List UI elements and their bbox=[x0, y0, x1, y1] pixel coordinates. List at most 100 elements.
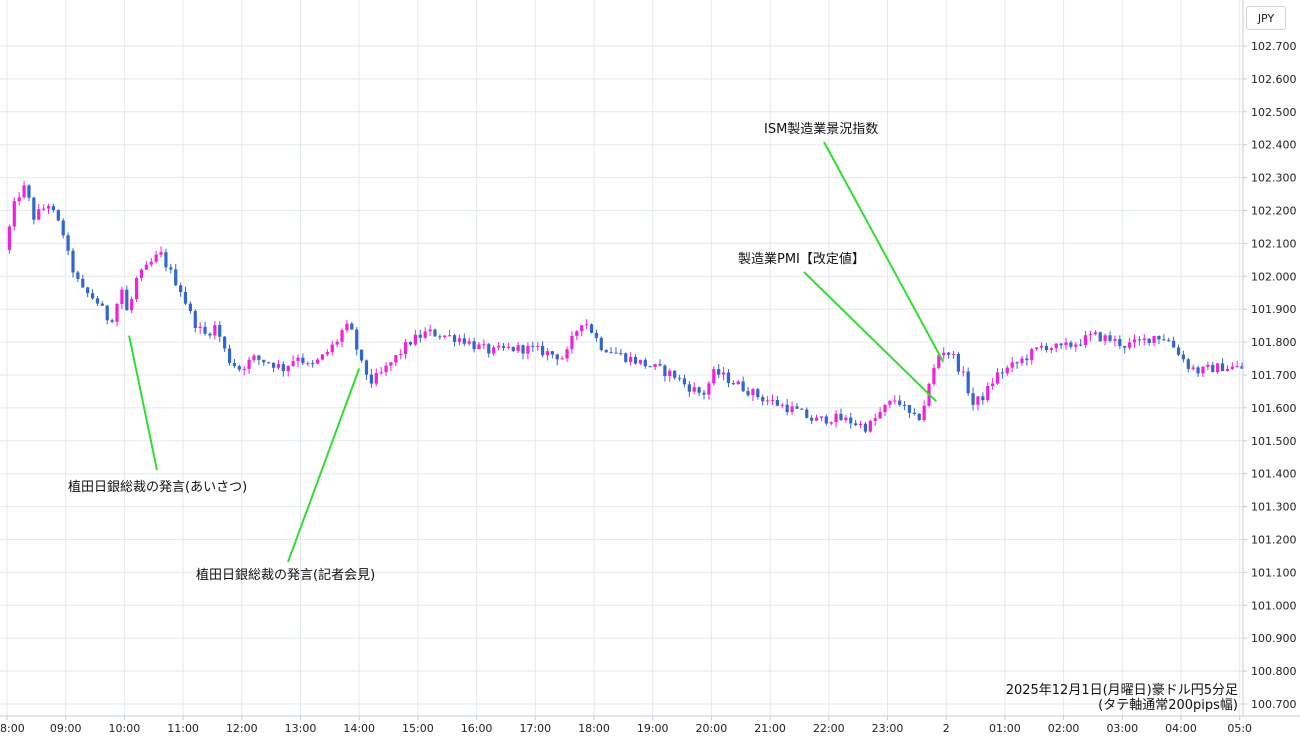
candle-down bbox=[95, 298, 100, 304]
candle-down bbox=[1157, 336, 1161, 340]
candle-up bbox=[423, 331, 427, 338]
y-tick-label: 101.900 bbox=[1251, 303, 1297, 316]
price-axis[interactable]: 100.700 100.800 100.900 101.000 101.100 101.2… bbox=[1243, 40, 1297, 711]
candle-up bbox=[1127, 342, 1132, 348]
candle-down bbox=[898, 400, 902, 405]
candle-down bbox=[687, 384, 691, 392]
y-tick-label: 100.900 bbox=[1251, 632, 1297, 645]
candle-up bbox=[712, 369, 716, 384]
x-tick-label: 11:00 bbox=[167, 722, 199, 735]
candle-up bbox=[1005, 367, 1009, 374]
candle-down bbox=[501, 346, 506, 348]
candle-down bbox=[1025, 358, 1029, 361]
candle-up bbox=[1132, 339, 1137, 343]
candle-down bbox=[51, 206, 56, 211]
candle-down bbox=[839, 413, 843, 421]
candle-down bbox=[555, 354, 559, 360]
candle-down bbox=[27, 185, 31, 198]
candle-up bbox=[585, 324, 589, 326]
candle-down bbox=[981, 396, 985, 401]
candle-up bbox=[252, 355, 256, 360]
candle-down bbox=[232, 363, 237, 367]
candle-up bbox=[888, 400, 892, 405]
y-tick-label: 102.700 bbox=[1251, 40, 1297, 53]
x-tick-label: 14:00 bbox=[343, 722, 375, 735]
candle-up bbox=[545, 351, 550, 356]
candle-up bbox=[668, 370, 672, 377]
annotations: 植田日銀総裁の発言(あいさつ) 植田日銀総裁の発言(記者会見) 製造業PMI【改定値… bbox=[68, 121, 945, 583]
candle-down bbox=[726, 372, 731, 384]
candle-up bbox=[1152, 336, 1156, 343]
candle-up bbox=[868, 420, 872, 432]
candle-down bbox=[262, 359, 266, 363]
grid bbox=[0, 0, 1243, 716]
candle-up bbox=[37, 209, 41, 220]
candle-down bbox=[785, 404, 789, 413]
candle-up bbox=[1235, 366, 1239, 368]
candle-up bbox=[1010, 362, 1014, 368]
candle-up bbox=[198, 326, 202, 329]
candle-up bbox=[1030, 349, 1034, 361]
candle-up bbox=[12, 201, 16, 227]
candle-up bbox=[1216, 363, 1220, 373]
currency-button[interactable]: JPY bbox=[1246, 6, 1286, 30]
candle-down bbox=[609, 352, 613, 354]
candle-down bbox=[227, 348, 232, 364]
candle-up bbox=[565, 349, 569, 359]
y-tick-label: 101.700 bbox=[1251, 369, 1297, 382]
candle-up bbox=[638, 359, 643, 364]
candle-down bbox=[267, 362, 271, 364]
candle-up bbox=[404, 342, 408, 355]
candle-down bbox=[1181, 354, 1185, 360]
candle-up bbox=[159, 252, 163, 255]
x-tick-label: 03:00 bbox=[1106, 722, 1138, 735]
candle-down bbox=[1123, 345, 1127, 348]
candle-up bbox=[379, 372, 383, 374]
candle-up bbox=[345, 323, 349, 331]
candle-down bbox=[589, 324, 594, 333]
candle-down bbox=[193, 311, 197, 329]
time-axis[interactable]: 8:00 09:00 10:00 11:00 12:00 13:00 14:00 15:00 1… bbox=[0, 716, 1252, 735]
candle-up bbox=[893, 400, 897, 402]
candle-down bbox=[673, 370, 677, 378]
candle-up bbox=[1064, 342, 1068, 346]
y-tick-label: 101.200 bbox=[1251, 534, 1297, 547]
candle-up bbox=[692, 387, 696, 392]
candle-down bbox=[56, 210, 60, 221]
candle-up bbox=[1206, 364, 1210, 367]
candle-down bbox=[540, 345, 545, 356]
annotation-label: ISM製造業景況指数 bbox=[764, 121, 878, 137]
candle-down bbox=[947, 352, 951, 355]
x-tick-label: 05:0 bbox=[1227, 722, 1252, 735]
candle-up bbox=[858, 423, 863, 426]
candle-down bbox=[100, 303, 104, 306]
candle-up bbox=[467, 341, 471, 344]
x-tick-label: 17:00 bbox=[519, 722, 551, 735]
candle-up bbox=[932, 367, 936, 384]
candle-up bbox=[17, 197, 21, 202]
x-tick-label: 15:00 bbox=[402, 722, 434, 735]
candle-up bbox=[976, 396, 980, 405]
candle-up bbox=[291, 361, 295, 366]
candle-down bbox=[183, 291, 188, 304]
candle-down bbox=[854, 423, 858, 426]
candle-up bbox=[790, 406, 794, 413]
candle-down bbox=[677, 377, 682, 379]
candle-up bbox=[389, 362, 393, 366]
candle-up bbox=[296, 357, 300, 362]
candle-down bbox=[810, 417, 814, 421]
candle-up bbox=[134, 277, 139, 300]
candle-down bbox=[717, 369, 721, 375]
annotation-label: 植田日銀総裁の発言(あいさつ) bbox=[68, 479, 247, 495]
y-tick-label: 102.100 bbox=[1251, 237, 1297, 250]
candle-up bbox=[154, 254, 158, 262]
candle-down bbox=[301, 357, 305, 364]
candle-up bbox=[526, 345, 530, 354]
candle-up bbox=[1035, 347, 1039, 350]
candle-up bbox=[149, 261, 153, 265]
x-tick-label: 22:00 bbox=[813, 722, 845, 735]
candle-down bbox=[966, 371, 970, 394]
candles bbox=[7, 180, 1244, 434]
candle-down bbox=[633, 356, 638, 364]
